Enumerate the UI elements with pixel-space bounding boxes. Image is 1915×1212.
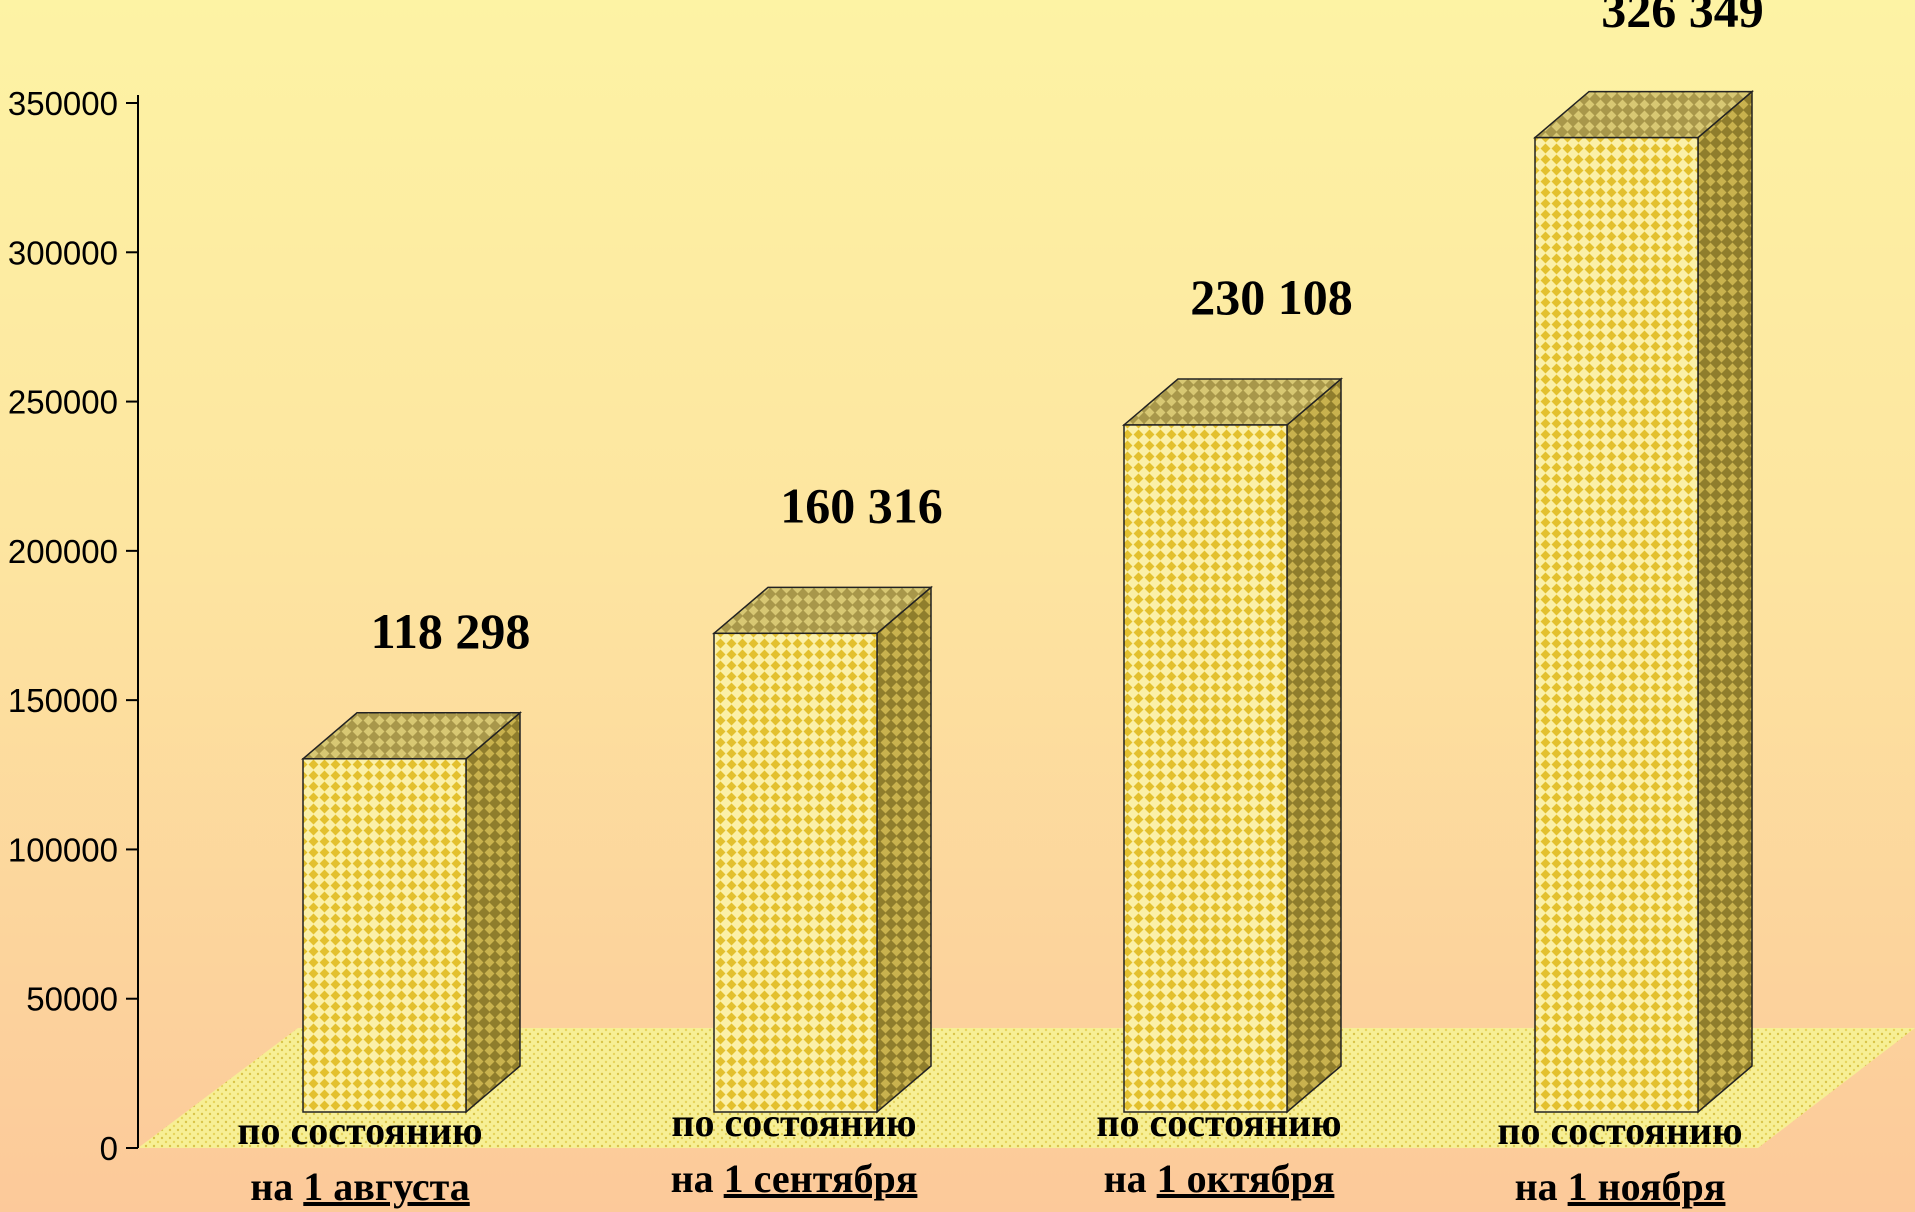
bar-front-face — [1534, 136, 1699, 1113]
category-label-space — [714, 1156, 724, 1201]
bar-side-face — [1697, 89, 1753, 1114]
category-label-date: 1 ноября — [1568, 1164, 1726, 1209]
category-label-line2: на 1 сентября — [671, 1156, 918, 1201]
bar — [1532, 89, 1755, 1114]
category-label-date: 1 октября — [1157, 1156, 1335, 1201]
category-label-line2: на 1 октября — [1104, 1156, 1335, 1201]
category-label-prefix: на — [671, 1156, 714, 1201]
category-label: по состоянию на 1 сентября — [671, 1100, 918, 1201]
category-label: по состоянию на 1 октября — [1096, 1100, 1341, 1201]
category-label-space — [293, 1164, 303, 1209]
bar-front-face — [1123, 424, 1288, 1113]
y-tick-label: 150000 — [8, 682, 118, 719]
chart-floor — [138, 1028, 1915, 1148]
value-label: 230 108 — [1190, 269, 1353, 325]
bar-side-face — [876, 585, 932, 1114]
y-tick-label: 250000 — [8, 384, 118, 421]
category-label-space — [1558, 1164, 1568, 1209]
category-label-date: 1 августа — [303, 1164, 469, 1209]
category-label-prefix: на — [250, 1164, 293, 1209]
y-tick-label: 100000 — [8, 831, 118, 868]
y-tick-label: 300000 — [8, 234, 118, 271]
category-label-date: 1 сентября — [724, 1156, 918, 1201]
category-labels-group: по состоянию на 1 августа по состоянию на 1… — [237, 1100, 1742, 1209]
value-label: 326 349 — [1601, 0, 1764, 38]
value-labels-group: 118 298 160 316 230 108 326 349 — [371, 0, 1764, 659]
y-tick-label: 50000 — [26, 981, 118, 1018]
y-tick-label: 350000 — [8, 85, 118, 122]
category-label-line1: по состоянию — [671, 1100, 916, 1145]
bar-front-face — [713, 632, 878, 1113]
category-label-line1: по состоянию — [1497, 1108, 1742, 1153]
category-label: по состоянию на 1 августа — [237, 1108, 482, 1209]
value-label: 118 298 — [371, 603, 531, 659]
category-label-line1: по состоянию — [237, 1108, 482, 1153]
bars-group — [300, 89, 1755, 1114]
category-label: по состоянию на 1 ноября — [1497, 1108, 1742, 1209]
bar — [1121, 377, 1344, 1114]
bar-side-face — [465, 711, 521, 1114]
category-label-line2: на 1 ноября — [1515, 1164, 1726, 1209]
bar-side-face — [1286, 377, 1342, 1114]
bar-front-face — [302, 758, 467, 1113]
y-axis: 0 50000 100000 150000 200000 250000 300000 3500… — [8, 85, 138, 1167]
category-label-line2: на 1 августа — [250, 1164, 469, 1209]
category-label-line1: по состоянию — [1096, 1100, 1341, 1145]
category-label-prefix: на — [1515, 1164, 1558, 1209]
bar — [300, 711, 523, 1114]
y-tick-label: 200000 — [8, 533, 118, 570]
bar — [711, 585, 934, 1114]
value-label: 160 316 — [780, 477, 943, 533]
category-label-space — [1147, 1156, 1157, 1201]
category-label-prefix: на — [1104, 1156, 1147, 1201]
y-tick-label: 0 — [100, 1130, 118, 1167]
